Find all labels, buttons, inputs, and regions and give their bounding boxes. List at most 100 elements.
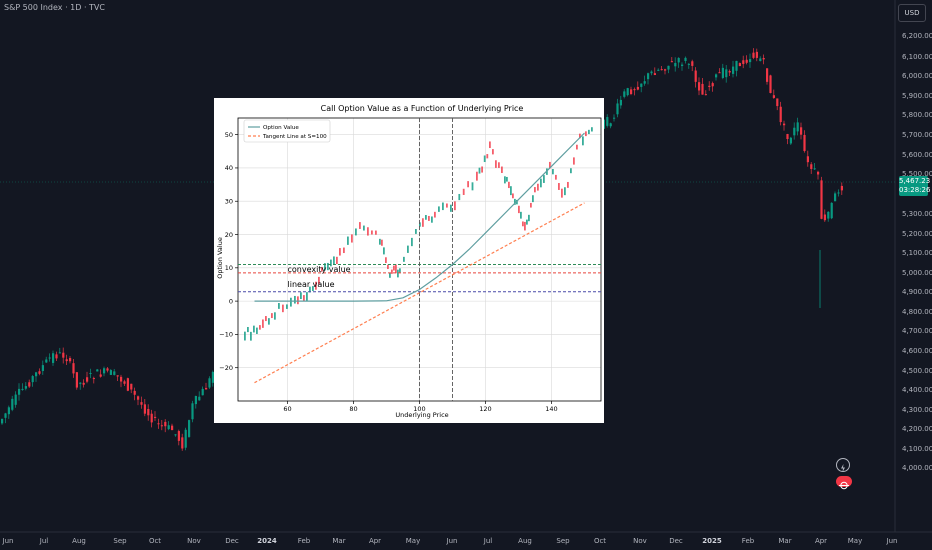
price-tick-label: 4,100.00 [902,445,932,453]
price-tick-label: 4,200.00 [902,425,932,433]
alert-icon[interactable] [836,458,850,472]
candle-body [62,352,65,358]
candle-body [670,61,673,63]
x-axis-label: Underlying Price [395,411,448,419]
overlay-candle [454,201,456,211]
candle-body [133,390,136,395]
overlay-candle [383,247,385,255]
overlay-candle [330,259,332,267]
candle-body [14,394,17,405]
overlay-candle [516,199,518,205]
y-tick-label: −20 [219,364,233,372]
candle-body [647,73,650,80]
price-tick-label: 4,600.00 [902,347,932,355]
option-chart-svg: Call Option Value as a Function of Under… [216,104,602,419]
candle-body [653,73,656,76]
overlay-candle [339,248,341,256]
overlay-candle [419,222,421,227]
candle-body [677,57,680,63]
overlay-candle [549,161,551,169]
overlay-candle [286,304,288,309]
candle-body [834,193,837,202]
overlay-candle [561,188,563,198]
candle-body [69,358,72,362]
candle-body [79,382,82,384]
overlay-candle [481,166,483,173]
candle-body [198,396,201,401]
overlay-candle [534,187,536,193]
series-line [254,202,585,384]
price-tick-label: 5,900.00 [902,92,932,100]
overlay-candle [524,221,526,231]
candle-body [191,403,194,420]
time-tick-label: 2025 [702,537,722,545]
candle-body [164,421,167,427]
overlay-candle [428,215,430,221]
overlay-candle [375,230,377,235]
candle-body [140,402,143,405]
candle-body [667,65,670,70]
overlay-candle [355,228,357,236]
price-tick-label: 4,800.00 [902,308,932,316]
overlay-candle [431,216,433,223]
candle-body [82,382,85,385]
overlay-candle [321,266,323,272]
candle-body [160,425,163,427]
candle-body [830,202,833,219]
candle-body [171,425,174,431]
price-tick-label: 6,100.00 [902,53,932,61]
candle-body [55,354,58,359]
symbol-title[interactable]: S&P 500 Index · 1D · TVC [4,3,105,12]
legend: Option Value Tangent Line at S=100 [243,119,331,143]
price-tick-label: 4,900.00 [902,288,932,296]
candle-body [58,352,61,354]
overlay-candle [367,227,369,236]
y-tick-label: 0 [229,297,233,305]
overlay-candle [371,230,373,235]
overlay-candle [508,181,510,189]
candle-body [89,373,92,375]
overlay-candle [336,256,338,265]
chart-title: Call Option Value as a Function of Under… [321,104,524,113]
overlay-candle [403,256,405,262]
candle-body [177,431,180,441]
candle-body [640,83,643,87]
candle-body [28,382,31,387]
candle-body [660,69,663,71]
price-tick-label: 5,200.00 [902,230,932,238]
candle-body [18,388,21,395]
series-line [254,132,585,302]
y-tick-label: 20 [225,231,233,239]
overlay-candle [510,186,512,196]
overlay-candle [526,219,528,225]
overlay-candle [450,204,452,212]
overlay-candle [483,155,486,163]
candle-body [194,396,197,405]
candle-body [616,103,619,115]
flag-icon[interactable] [836,476,852,490]
candle-body [776,98,779,107]
candle-body [817,171,820,175]
candle-body [52,353,55,363]
overlay-candle [501,166,503,173]
price-tick-label: 4,000.00 [902,464,932,472]
overlay-candle [415,229,417,234]
overlay-candle [495,160,497,168]
currency-button[interactable]: USD [898,4,926,22]
overlay-candle [393,265,395,271]
price-tick-label: 6,200.00 [902,32,932,40]
candle-body [793,127,796,136]
candle-body [803,134,806,152]
price-tick-label: 5,300.00 [902,210,932,218]
time-tick-label: Feb [741,537,755,545]
candle-body [113,371,116,375]
candle-body [72,363,75,374]
candle-body [184,429,187,448]
price-tick-label: 6,000.00 [902,72,932,80]
overlay-candle [327,262,329,271]
overlay-candle [591,127,593,132]
candle-body [109,370,112,375]
overlay-candle [315,281,317,290]
overlay-candle [351,234,353,243]
candle-body [41,365,44,371]
